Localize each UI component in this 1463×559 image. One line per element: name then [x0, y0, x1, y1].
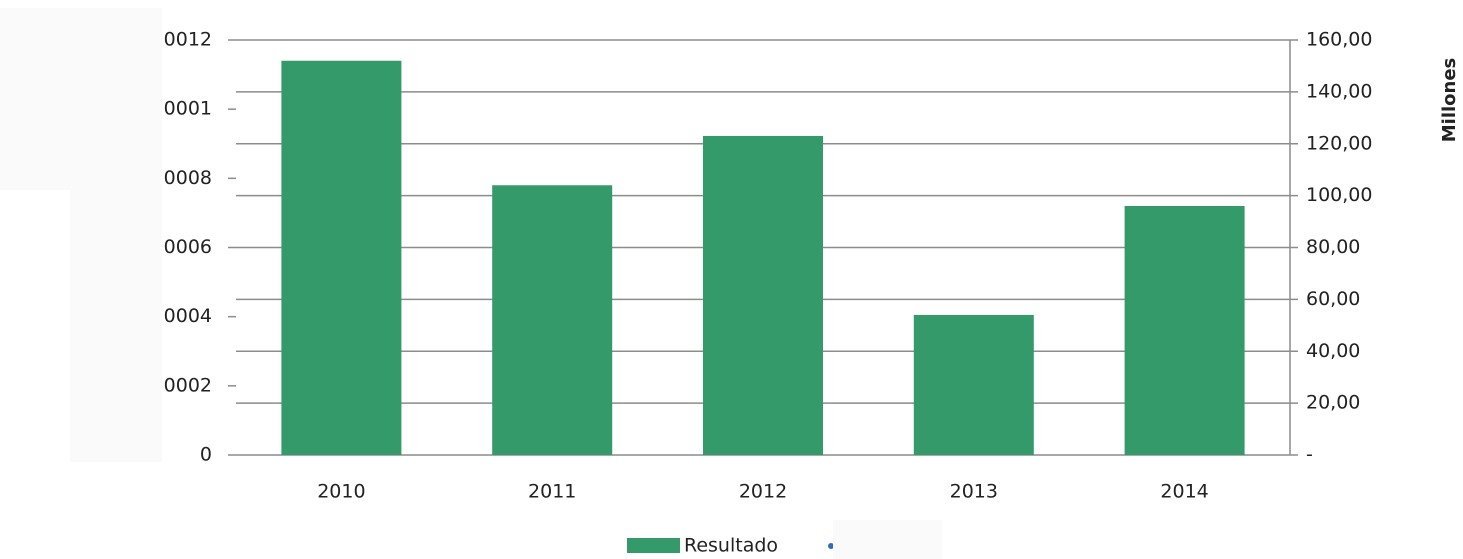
legend-swatch — [627, 538, 680, 553]
occluder — [70, 190, 162, 462]
y2-tick-label: 40,00 — [1306, 340, 1360, 362]
bar — [492, 185, 613, 455]
bar — [913, 314, 1034, 455]
y-tick-label: 0008 — [164, 167, 212, 189]
x-tick-label: 2011 — [528, 481, 576, 503]
y2-tick-label: 120,00 — [1306, 132, 1372, 154]
x-tick-label: 2014 — [1160, 481, 1208, 503]
y2-tick-label: 80,00 — [1306, 236, 1360, 258]
legend-dot — [828, 543, 834, 549]
x-tick-label: 2010 — [317, 481, 365, 503]
y2-tick-label: 160,00 — [1306, 29, 1372, 51]
y2-tick-label: 140,00 — [1306, 80, 1372, 102]
x-tick-label: 2012 — [739, 481, 787, 503]
y2-axis-label: Millones — [1439, 58, 1460, 143]
y-tick-label: 0012 — [164, 29, 212, 51]
y-tick-label: 0002 — [164, 374, 212, 396]
y2-tick-label: 100,00 — [1306, 184, 1372, 206]
legend-label: Resultado — [684, 535, 778, 557]
bar — [281, 60, 402, 455]
bar — [703, 135, 823, 455]
y-tick-label: 0004 — [164, 305, 212, 327]
occluder — [0, 8, 162, 190]
y-tick-label: 0006 — [164, 236, 212, 258]
x-tick-label: 2013 — [950, 481, 998, 503]
occluder — [833, 520, 942, 559]
y2-tick-label: - — [1306, 444, 1313, 466]
y2-tick-label: 20,00 — [1306, 392, 1360, 414]
y-tick-label: 0001 — [164, 98, 212, 120]
bar — [1124, 206, 1245, 455]
y2-tick-label: 60,00 — [1306, 288, 1360, 310]
y-tick-label: 0 — [200, 444, 212, 466]
